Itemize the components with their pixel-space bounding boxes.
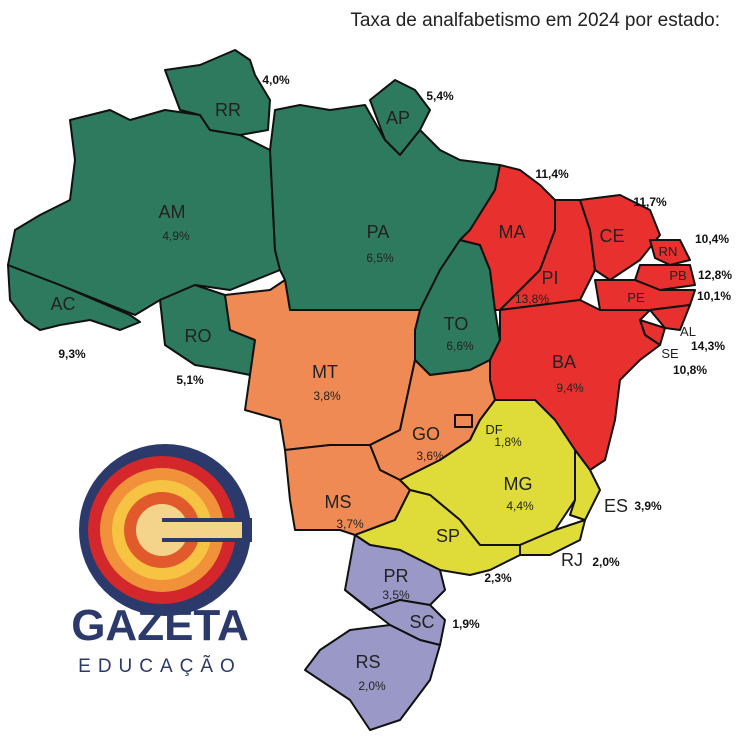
state-rate: 5,4%: [426, 89, 454, 103]
state-df: [454, 414, 473, 428]
state-abbr: PE: [627, 290, 645, 305]
state-abbr: SE: [661, 346, 679, 361]
state-abbr: MT: [312, 362, 338, 382]
state-abbr: PA: [367, 222, 390, 242]
state-rate: 4,0%: [262, 73, 290, 87]
state-abbr: RJ: [561, 550, 583, 570]
state-abbr: AM: [159, 202, 186, 222]
state-abbr: RR: [215, 100, 241, 120]
state-abbr: DF: [485, 422, 502, 437]
state-abbr: RO: [185, 326, 212, 346]
state-rate: 4,9%: [162, 229, 190, 243]
state-ce: [579, 194, 661, 281]
state-abbr: AP: [386, 108, 410, 128]
title: Taxa de analfabetismo em 2024 por estado…: [350, 10, 720, 31]
state-abbr: AL: [680, 324, 696, 339]
logo-subtitle: EDUCAÇÃO: [78, 655, 242, 677]
state-rate: 3,5%: [382, 588, 410, 602]
state-rate: 3,7%: [336, 517, 364, 531]
state-rate: 10,1%: [697, 289, 731, 303]
state-rs: [304, 624, 441, 731]
state-rate: 3,8%: [313, 389, 341, 403]
state-rate: 5,1%: [176, 373, 204, 387]
state-rate: 12,8%: [698, 268, 732, 282]
state-rate: 11,4%: [535, 167, 569, 181]
state-rate: 6,5%: [366, 251, 394, 265]
state-rate: 3,6%: [416, 449, 444, 463]
state-abbr: GO: [412, 424, 440, 444]
state-abbr: PI: [541, 268, 558, 288]
state-pb: [634, 264, 696, 291]
state-rate: 2,0%: [358, 679, 386, 693]
state-abbr: SC: [409, 612, 434, 632]
labels: RR 4,0% AP 5,4% AM 4,9% PA 6,5% AC 9,3% …: [50, 73, 732, 693]
state-abbr: TO: [444, 314, 469, 334]
state-abbr: PR: [383, 566, 408, 586]
state-rate: 1,8%: [494, 435, 522, 449]
state-rn: [649, 239, 691, 266]
state-abbr: SP: [436, 526, 460, 546]
state-rate: 1,9%: [452, 617, 480, 631]
state-rate: 6,6%: [446, 339, 474, 353]
state-rate: 3,9%: [634, 499, 662, 513]
state-rate: 9,3%: [58, 347, 86, 361]
state-al: [649, 304, 691, 331]
state-rr: [164, 49, 271, 136]
state-abbr: MA: [499, 222, 526, 242]
state-rate: 9,4%: [556, 381, 584, 395]
state-abbr: RS: [355, 652, 380, 672]
state-rate: 10,4%: [695, 232, 729, 246]
state-abbr: RN: [659, 244, 678, 259]
state-abbr: ES: [604, 496, 628, 516]
logo: GAZETA EDUCAÇÃO: [71, 444, 252, 677]
state-abbr: MS: [325, 492, 352, 512]
state-ac: [7, 264, 141, 331]
logo-name: GAZETA: [71, 601, 249, 650]
state-abbr: MG: [504, 474, 533, 494]
state-rate: 13,8%: [515, 292, 549, 306]
state-rate: 10,8%: [673, 363, 707, 377]
state-rate: 14,3%: [691, 339, 725, 353]
state-abbr: PB: [669, 268, 686, 283]
brazil-map: [7, 49, 696, 731]
state-rate: 2,3%: [484, 571, 512, 585]
state-rate: 2,0%: [592, 555, 620, 569]
state-rate: 11,7%: [633, 195, 667, 209]
state-rate: 4,4%: [506, 499, 534, 513]
state-abbr: BA: [552, 352, 576, 372]
state-abbr: AC: [50, 294, 75, 314]
state-abbr: CE: [599, 226, 624, 246]
